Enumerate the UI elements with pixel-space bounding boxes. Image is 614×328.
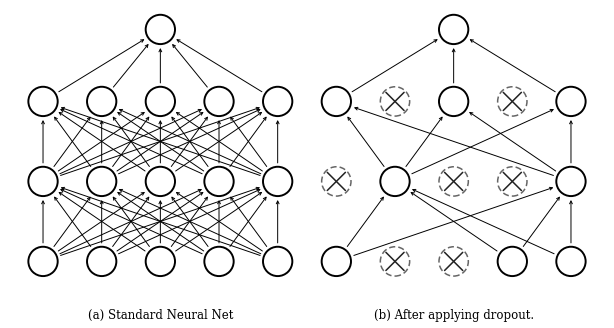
Circle shape	[439, 247, 468, 276]
Circle shape	[204, 87, 234, 116]
Circle shape	[556, 167, 586, 196]
Circle shape	[87, 247, 116, 276]
Circle shape	[263, 167, 292, 196]
Circle shape	[87, 167, 116, 196]
Circle shape	[263, 247, 292, 276]
Circle shape	[28, 247, 58, 276]
Circle shape	[380, 167, 410, 196]
Circle shape	[146, 247, 175, 276]
Circle shape	[556, 247, 586, 276]
Circle shape	[204, 167, 234, 196]
Circle shape	[28, 167, 58, 196]
Circle shape	[263, 87, 292, 116]
Circle shape	[498, 247, 527, 276]
Circle shape	[498, 87, 527, 116]
Circle shape	[439, 167, 468, 196]
Circle shape	[87, 87, 116, 116]
Circle shape	[380, 247, 410, 276]
Circle shape	[146, 87, 175, 116]
Circle shape	[146, 167, 175, 196]
Circle shape	[556, 87, 586, 116]
Circle shape	[380, 87, 410, 116]
Circle shape	[322, 167, 351, 196]
Circle shape	[204, 247, 234, 276]
Circle shape	[322, 87, 351, 116]
Circle shape	[439, 87, 468, 116]
Text: (a) Standard Neural Net: (a) Standard Neural Net	[88, 309, 233, 322]
Circle shape	[439, 15, 468, 44]
Circle shape	[146, 15, 175, 44]
Circle shape	[498, 167, 527, 196]
Circle shape	[28, 87, 58, 116]
Circle shape	[322, 247, 351, 276]
Text: (b) After applying dropout.: (b) After applying dropout.	[373, 309, 534, 322]
